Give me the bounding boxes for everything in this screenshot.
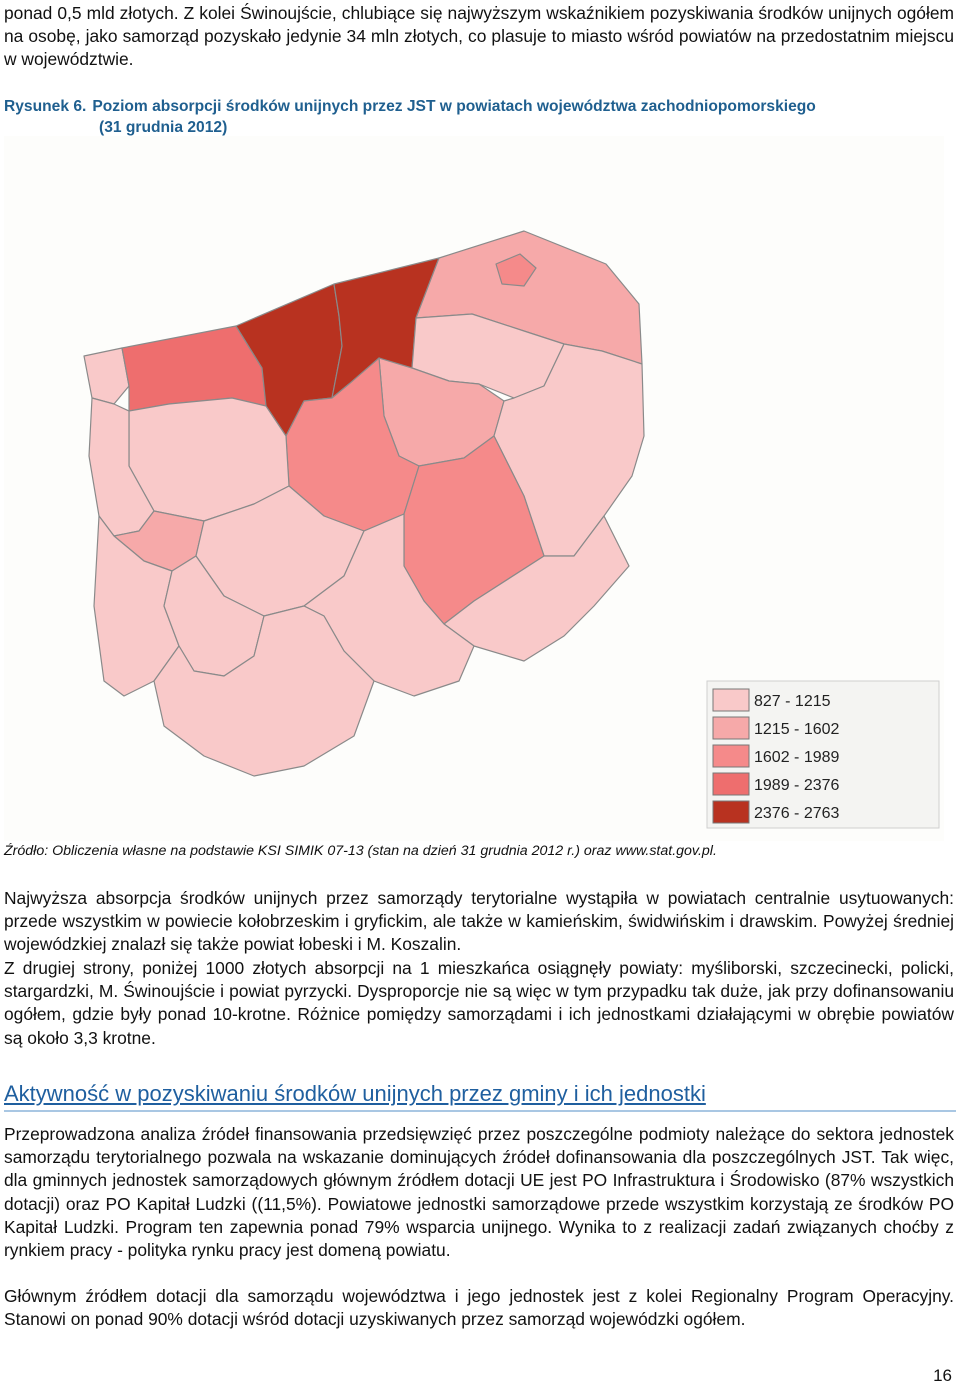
section-heading[interactable]: Aktywność w pozyskiwaniu środków unijnyc… <box>4 1080 956 1112</box>
figure-caption: Rysunek 6. Poziom absorpcji środków unijn… <box>4 96 954 138</box>
legend-swatch-3 <box>712 744 750 768</box>
legend: 827 - 1215 1215 - 1602 1602 - 1989 1989 … <box>706 680 940 829</box>
district-walecki <box>443 515 630 662</box>
paragraph-analysis: Przeprowadzona analiza źródeł finansowan… <box>4 1124 954 1261</box>
legend-label-2: 1215 - 1602 <box>754 721 840 738</box>
paragraph-intro: ponad 0,5 mld złotych. Z kolei Świnoujśc… <box>4 3 954 70</box>
legend-swatch-5 <box>712 800 750 824</box>
map-svg: 827 - 1215 1215 - 1602 1602 - 1989 1989 … <box>4 136 944 841</box>
figure-title: Poziom absorpcji środków unijnych przez … <box>92 98 816 115</box>
figure-label: Rysunek 6. <box>4 98 87 115</box>
legend-label-4: 1989 - 2376 <box>754 777 840 794</box>
legend-swatch-1 <box>712 688 750 712</box>
paragraph-voivodeship: Głównym źródłem dotacji dla samorządu wo… <box>4 1286 954 1330</box>
page-number: 16 <box>933 1366 952 1385</box>
legend-swatch-4 <box>712 772 750 796</box>
district-koszalin-city <box>495 253 537 287</box>
figure-source: Źródło: Obliczenia własne na podstawie K… <box>4 843 717 859</box>
paragraph-lowest-absorption: Z drugiej strony, poniżej 1000 złotych a… <box>4 958 954 1048</box>
legend-label-1: 827 - 1215 <box>754 693 831 710</box>
legend-label-5: 2376 - 2763 <box>754 805 840 822</box>
figure-date: (31 grudnia 2012) <box>99 119 228 136</box>
legend-swatch-2 <box>712 716 750 740</box>
choropleth-map: 827 - 1215 1215 - 1602 1602 - 1989 1989 … <box>4 136 944 841</box>
paragraph-highest-absorption: Najwyższa absorpcja środków unijnych prz… <box>4 888 954 955</box>
district-mysliborski <box>153 605 375 777</box>
district-swinoujscie <box>83 347 130 405</box>
legend-label-3: 1602 - 1989 <box>754 749 840 766</box>
